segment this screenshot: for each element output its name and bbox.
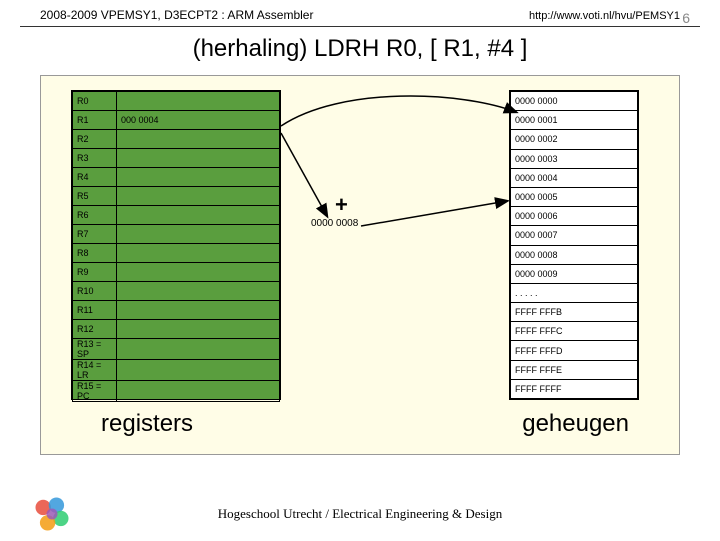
register-value	[117, 225, 280, 244]
memory-row: 0000 0003	[511, 149, 638, 168]
registers-table: R0R1000 0004R2R3R4R5R6R7R8R9R10R11R12R13…	[72, 91, 280, 402]
register-value	[117, 244, 280, 263]
register-name: R15 = PC	[73, 381, 117, 402]
register-value	[117, 339, 280, 360]
register-name: R13 = SP	[73, 339, 117, 360]
registers-label: registers	[101, 410, 193, 438]
memory-row: 0000 0004	[511, 168, 638, 187]
memory-row: FFFF FFFB	[511, 303, 638, 322]
diagram-canvas: R0R1000 0004R2R3R4R5R6R7R8R9R10R11R12R13…	[40, 75, 680, 455]
memory-row: 0000 0009	[511, 264, 638, 283]
register-row: R12	[73, 320, 280, 339]
register-value	[117, 301, 280, 320]
page-number: 6	[682, 10, 690, 26]
register-name: R3	[73, 149, 117, 168]
memory-address: FFFF FFFB	[511, 303, 638, 322]
memory-row: 0000 0001	[511, 111, 638, 130]
register-row: R13 = SP	[73, 339, 280, 360]
register-row: R14 = LR	[73, 360, 280, 381]
register-name: R12	[73, 320, 117, 339]
memory-address: 0000 0005	[511, 187, 638, 206]
register-row: R0	[73, 92, 280, 111]
memory-row: . . . . .	[511, 283, 638, 302]
register-row: R6	[73, 206, 280, 225]
arrow-plus-to-mem	[361, 201, 507, 226]
register-row: R5	[73, 187, 280, 206]
register-row: R1000 0004	[73, 111, 280, 130]
memory-row: FFFF FFFF	[511, 379, 638, 398]
header-url: http://www.voti.nl/hvu/PEMSY1	[529, 10, 680, 22]
register-name: R2	[73, 130, 117, 149]
plus-symbol: +	[335, 192, 348, 218]
register-value	[117, 168, 280, 187]
register-row: R3	[73, 149, 280, 168]
register-row: R2	[73, 130, 280, 149]
memory-row: FFFF FFFC	[511, 322, 638, 341]
memory-address: 0000 0008	[511, 245, 638, 264]
register-name: R6	[73, 206, 117, 225]
register-value	[117, 360, 280, 381]
register-row: R15 = PC	[73, 381, 280, 402]
register-value	[117, 130, 280, 149]
register-name: R9	[73, 263, 117, 282]
register-row: R11	[73, 301, 280, 320]
memory-row: FFFF FFFD	[511, 341, 638, 360]
memory-address: FFFF FFFF	[511, 379, 638, 398]
register-row: R7	[73, 225, 280, 244]
slide-header: 2008-2009 VPEMSY1, D3ECPT2 : ARM Assembl…	[20, 0, 700, 27]
register-row: R9	[73, 263, 280, 282]
register-name: R0	[73, 92, 117, 111]
register-value: 000 0004	[117, 111, 280, 130]
register-name: R10	[73, 282, 117, 301]
register-name: R4	[73, 168, 117, 187]
memory-address: 0000 0001	[511, 111, 638, 130]
offset-value: 0000 0008	[311, 218, 358, 229]
memory-address: 0000 0002	[511, 130, 638, 149]
memory-address: FFFF FFFC	[511, 322, 638, 341]
register-row: R8	[73, 244, 280, 263]
register-name: R11	[73, 301, 117, 320]
header-course: 2008-2009 VPEMSY1, D3ECPT2 : ARM Assembl…	[40, 8, 529, 22]
register-value	[117, 206, 280, 225]
arrow-r1-to-plus	[281, 133, 327, 216]
memory-row: 0000 0000	[511, 92, 638, 111]
memory-address: 0000 0006	[511, 207, 638, 226]
arrow-curve	[281, 96, 516, 126]
memory-address: 0000 0009	[511, 264, 638, 283]
register-name: R7	[73, 225, 117, 244]
memory-address: 0000 0003	[511, 149, 638, 168]
register-value	[117, 92, 280, 111]
memory-table: 0000 00000000 00010000 00020000 00030000…	[510, 91, 638, 399]
register-row: R4	[73, 168, 280, 187]
footer-text: Hogeschool Utrecht / Electrical Engineer…	[0, 506, 720, 522]
memory-block: 0000 00000000 00010000 00020000 00030000…	[509, 90, 639, 400]
memory-address: FFFF FFFD	[511, 341, 638, 360]
registers-block: R0R1000 0004R2R3R4R5R6R7R8R9R10R11R12R13…	[71, 90, 281, 400]
register-row: R10	[73, 282, 280, 301]
register-name: R14 = LR	[73, 360, 117, 381]
register-value	[117, 381, 280, 402]
register-value	[117, 263, 280, 282]
memory-address: 0000 0004	[511, 168, 638, 187]
slide-title: (herhaling) LDRH R0, [ R1, #4 ]	[0, 35, 720, 63]
memory-row: 0000 0005	[511, 187, 638, 206]
memory-address: FFFF FFFE	[511, 360, 638, 379]
memory-address: 0000 0000	[511, 92, 638, 111]
register-name: R1	[73, 111, 117, 130]
register-value	[117, 187, 280, 206]
register-name: R5	[73, 187, 117, 206]
memory-address: . . . . .	[511, 283, 638, 302]
memory-address: 0000 0007	[511, 226, 638, 245]
register-name: R8	[73, 244, 117, 263]
memory-row: 0000 0006	[511, 207, 638, 226]
memory-row: 0000 0002	[511, 130, 638, 149]
register-value	[117, 282, 280, 301]
memory-label: geheugen	[522, 410, 629, 438]
register-value	[117, 149, 280, 168]
register-value	[117, 320, 280, 339]
memory-row: FFFF FFFE	[511, 360, 638, 379]
memory-row: 0000 0008	[511, 245, 638, 264]
memory-row: 0000 0007	[511, 226, 638, 245]
